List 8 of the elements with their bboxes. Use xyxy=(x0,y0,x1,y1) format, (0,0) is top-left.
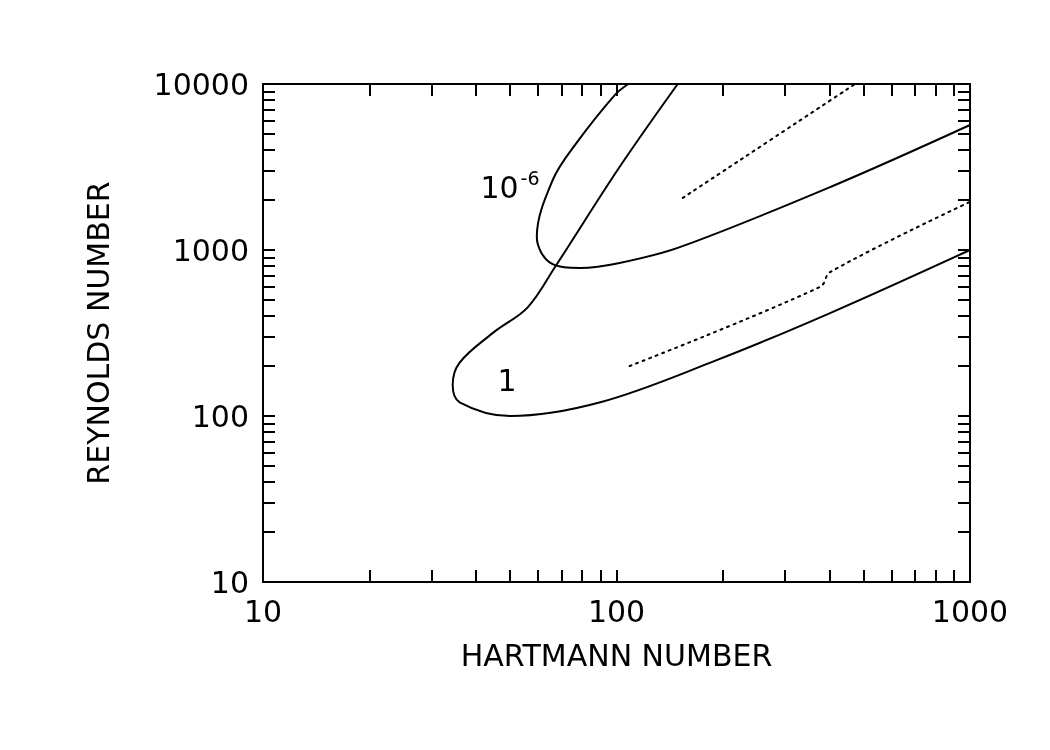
annotation: 1 xyxy=(497,362,517,398)
y-tick-label: 1000 xyxy=(172,232,249,268)
y-axis-title: REYNOLDS NUMBER xyxy=(80,181,116,485)
x-tick-label: 1000 xyxy=(931,593,1009,629)
y-tick-label: 10000 xyxy=(153,66,249,102)
x-axis-title: HARTMANN NUMBER xyxy=(460,637,773,673)
y-tick-label: 100 xyxy=(191,398,249,434)
x-tick-label: 100 xyxy=(587,593,646,629)
